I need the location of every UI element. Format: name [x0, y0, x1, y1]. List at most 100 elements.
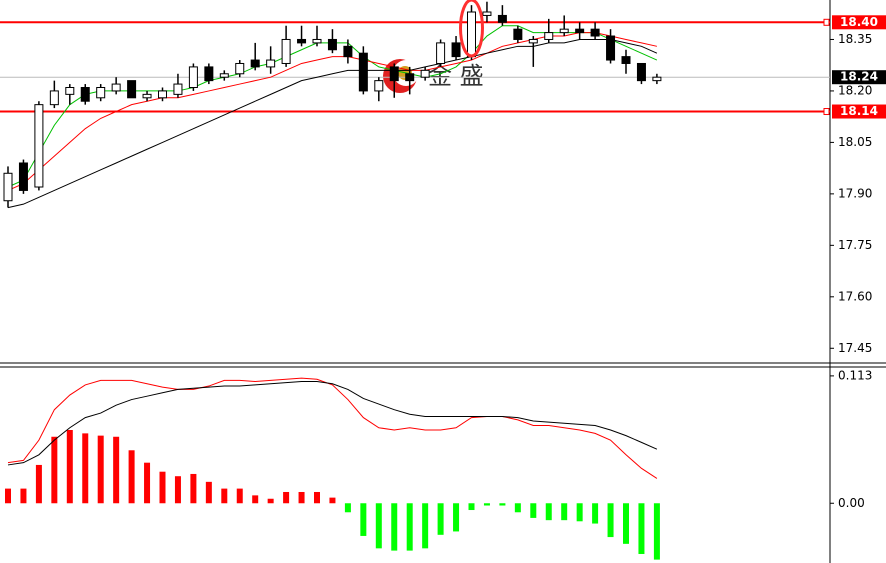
- macd-bar: [592, 503, 599, 524]
- candle-body: [204, 66, 214, 82]
- candle-body: [389, 66, 399, 82]
- macd-bar: [329, 497, 336, 504]
- candle-body: [250, 59, 260, 68]
- candle-body: [65, 86, 75, 95]
- macd-bar: [267, 498, 274, 504]
- candle-body: [528, 38, 538, 44]
- candle-body: [467, 11, 476, 58]
- candle-body: [3, 172, 13, 202]
- candle-body: [497, 14, 507, 23]
- candle-body: [281, 38, 291, 64]
- candle-body: [451, 42, 461, 58]
- candle-body: [513, 28, 523, 40]
- macd-bar: [314, 491, 320, 504]
- macd-bar: [422, 503, 429, 549]
- candle-body: [312, 38, 322, 44]
- macd-bar: [499, 503, 506, 506]
- macd-bar: [236, 488, 243, 504]
- macd-bar: [5, 488, 11, 504]
- y-tick-label: 18.35: [838, 32, 872, 46]
- candle-body: [235, 62, 245, 75]
- highlight-circle: [459, 0, 484, 58]
- level-badge: [832, 70, 886, 85]
- y-tick-label: 18.20: [838, 83, 872, 97]
- macd-bar: [144, 462, 151, 504]
- candle-body: [559, 28, 569, 34]
- macd-bar: [468, 503, 475, 511]
- macd-bar: [437, 503, 444, 535]
- candle-body: [374, 80, 384, 92]
- candle-body: [49, 90, 59, 106]
- candle-body: [575, 28, 585, 34]
- watermark: 金 盛: [383, 59, 484, 93]
- macd-bar: [205, 481, 212, 504]
- macd-bar: [653, 503, 660, 560]
- candle-body: [219, 73, 229, 78]
- candle-body: [652, 76, 662, 82]
- watermark-text: 金 盛: [428, 62, 484, 90]
- candle-body: [482, 11, 492, 16]
- macd-bar: [283, 491, 290, 504]
- macd-bar: [252, 495, 259, 504]
- candle-body: [142, 93, 152, 99]
- macd-bar: [159, 471, 166, 504]
- candle-body: [127, 80, 137, 99]
- macd-bar: [545, 503, 552, 521]
- macd-bar: [623, 503, 629, 544]
- level-label: 18.14: [840, 104, 878, 118]
- level-marker: [823, 18, 830, 26]
- macd-bar: [128, 450, 135, 504]
- y-tick-label: 17.60: [838, 289, 872, 303]
- macd-bar: [360, 503, 367, 536]
- candle-body: [621, 56, 631, 64]
- candle-body: [34, 104, 44, 188]
- candle-body: [436, 42, 446, 64]
- candle-body: [358, 52, 368, 92]
- candle-body: [636, 62, 646, 82]
- candle-body: [266, 59, 276, 68]
- macd-bar: [561, 503, 568, 521]
- macd-bar: [51, 436, 58, 504]
- macd-bar: [576, 503, 583, 522]
- macd-bar: [375, 503, 382, 549]
- price-plot: 18.40 18.14 18.24: [0, 0, 886, 209]
- y-tick-label: 17.75: [838, 238, 872, 252]
- macd-bar: [406, 503, 413, 551]
- candle-body: [327, 38, 337, 51]
- level-label: 18.24: [840, 70, 878, 84]
- y-tick-label: 17.90: [838, 186, 872, 200]
- macd-bar: [607, 503, 614, 538]
- level-label: 18.40: [840, 15, 878, 29]
- macd-bar: [514, 503, 521, 513]
- ma-line: [7, 381, 658, 466]
- candle-body: [111, 83, 121, 92]
- macd-bar: [391, 503, 398, 551]
- candle-body: [343, 45, 353, 58]
- macd-bar: [113, 436, 120, 504]
- macd-bar: [530, 503, 537, 518]
- candle-body: [173, 83, 183, 95]
- macd-bar: [221, 488, 228, 504]
- y-tick-label: 17.45: [838, 341, 872, 355]
- candle-body: [405, 73, 415, 82]
- macd-bar: [66, 429, 73, 504]
- candle-body: [544, 32, 554, 40]
- candle-body: [158, 90, 167, 99]
- macd-bar: [638, 503, 645, 554]
- y-tick-label: 18.05: [838, 135, 872, 149]
- candle-body: [18, 162, 28, 191]
- macd-bar: [20, 488, 27, 504]
- candle-body: [96, 86, 106, 99]
- level-marker: [823, 108, 830, 116]
- macd-bar: [344, 503, 351, 513]
- macd-bar: [190, 473, 197, 504]
- candle-body: [80, 86, 90, 102]
- candle-body: [297, 38, 307, 44]
- macd-bar: [483, 503, 490, 506]
- macd-bar: [298, 491, 305, 504]
- macd-bar: [35, 464, 42, 504]
- macd-bar: [82, 433, 89, 504]
- y-tick-label: 0.00: [838, 496, 865, 510]
- candle-body: [606, 35, 616, 61]
